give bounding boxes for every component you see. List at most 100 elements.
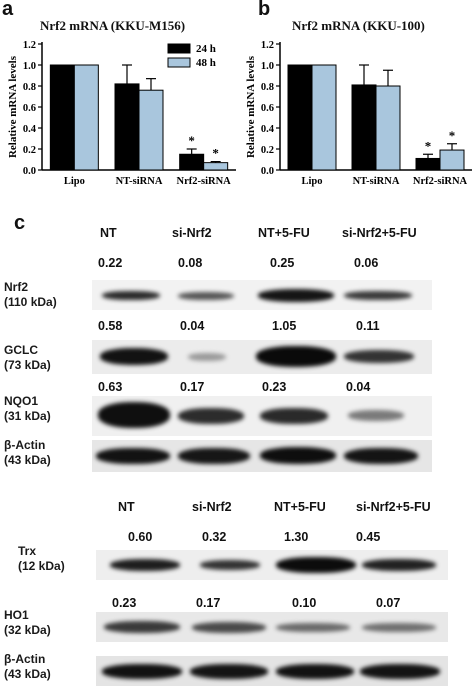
y-tick-label: 0.6 xyxy=(261,103,274,114)
legend-swatch xyxy=(167,43,191,54)
nrf2-value-si-nrf2: 0.08 xyxy=(178,256,203,270)
nqo1-band-si-nrf2-5fu xyxy=(348,410,404,421)
trx-band-si-nrf2-5fu xyxy=(362,559,436,571)
protein-kda: (32 kDa) xyxy=(4,623,51,637)
ho1-value-si-nrf2: 0.17 xyxy=(196,596,221,610)
bar-chart-a: Relative mRNA levels 0.0 0.2 0.4 0.6 0.8 1.0 1.… xyxy=(7,40,236,187)
y-tick-label: 1.2 xyxy=(261,40,274,51)
trx-value-si-nrf2-5fu: 0.45 xyxy=(356,530,381,544)
nqo1-value-si-nrf2-5fu: 0.04 xyxy=(346,380,371,394)
y-tick-label: 1.0 xyxy=(23,61,36,72)
beta-actin-label-1: β-Actin (43 kDa) xyxy=(4,438,51,468)
legend-label: 48 h xyxy=(196,57,216,69)
beta-actin-blot-strip-2 xyxy=(96,656,448,686)
nqo1-value-si-nrf2: 0.17 xyxy=(180,380,205,394)
y-tick-label: 0.4 xyxy=(261,124,275,135)
bar-lipo-24h xyxy=(49,64,75,171)
bar-nt-sirna-24h xyxy=(351,84,377,171)
blot1-lane-header-4: si-Nrf2+5-FU xyxy=(342,226,417,240)
y-tick-label: 0.2 xyxy=(261,145,274,156)
nqo1-value-nt: 0.63 xyxy=(98,380,123,394)
significance-mark: * xyxy=(212,146,219,161)
trx-band-nt xyxy=(110,559,180,571)
trx-value-nt: 0.60 xyxy=(128,530,153,544)
nqo1-band-si-nrf2 xyxy=(178,408,244,424)
protein-kda: (43 kDa) xyxy=(4,667,51,681)
ho1-band-si-nrf2-5fu xyxy=(362,623,436,632)
protein-name: HO1 xyxy=(4,608,29,622)
beta-actin-band-si-nrf2-5fu xyxy=(344,448,418,464)
trx-blot-strip xyxy=(96,550,448,580)
gclc-band-nt-5fu xyxy=(256,346,336,367)
legend-label: 24 h xyxy=(196,43,216,55)
nqo1-value-nt-5fu: 0.23 xyxy=(262,380,287,394)
y-tick-label: 1.2 xyxy=(23,40,36,51)
y-tick-label: 1.0 xyxy=(261,61,274,72)
nrf2-value-nt: 0.22 xyxy=(98,256,123,270)
x-tick-label: Nrf2-siRNA xyxy=(177,176,232,187)
beta-actin-blot-strip-1 xyxy=(92,440,432,472)
beta-actin2-band-si-nrf2-5fu xyxy=(360,664,440,679)
blot2-lane-header-3: NT+5-FU xyxy=(274,500,326,514)
gclc-value-si-nrf2: 0.04 xyxy=(180,319,205,333)
nrf2-band-si-nrf2-5fu xyxy=(344,291,412,300)
ho1-band-nt xyxy=(104,621,180,633)
ho1-band-nt-5fu xyxy=(276,623,350,632)
y-tick-label: 0.6 xyxy=(23,103,36,114)
beta-actin2-band-nt-5fu xyxy=(276,664,354,679)
significance-mark: * xyxy=(449,128,456,143)
beta-actin-label-2: β-Actin (43 kDa) xyxy=(4,652,51,682)
bar-nt-sirna-24h xyxy=(114,83,140,171)
gclc-value-nt-5fu: 1.05 xyxy=(272,319,297,333)
panel-letter-c: c xyxy=(14,212,26,234)
protein-name: β-Actin xyxy=(4,652,46,666)
bar-nt-sirna-48h xyxy=(375,85,401,171)
protein-kda: (43 kDa) xyxy=(4,453,51,467)
y-tick-label: 0.8 xyxy=(261,82,274,93)
nqo1-band-nt xyxy=(98,402,170,428)
ho1-value-nt-5fu: 0.10 xyxy=(292,596,317,610)
protein-kda: (31 kDa) xyxy=(4,409,51,423)
nqo1-blot-strip xyxy=(92,396,432,436)
chart-title-b: Nrf2 mRNA (KKU-100) xyxy=(292,18,425,33)
protein-name: Nrf2 xyxy=(4,280,29,294)
gclc-blot-strip xyxy=(92,340,432,374)
bar-chart-b: Relative mRNA levels 0.0 0.2 0.4 0.6 0.8 1.0 1.… xyxy=(245,40,472,187)
nrf2-label: Nrf2 (110 kDa) xyxy=(4,280,57,310)
panel-letter-a: a xyxy=(2,0,14,20)
ho1-blot-strip xyxy=(96,612,448,642)
x-tick-label: Lipo xyxy=(301,176,322,187)
significance-mark: * xyxy=(425,138,432,153)
protein-name: β-Actin xyxy=(4,438,46,452)
y-tick-label: 0.2 xyxy=(23,145,36,156)
trx-band-si-nrf2 xyxy=(200,560,260,570)
beta-actin2-band-si-nrf2 xyxy=(190,664,268,679)
y-tick-label: 0.8 xyxy=(23,82,36,93)
trx-band-nt-5fu xyxy=(276,557,356,573)
gclc-value-nt: 0.58 xyxy=(98,319,123,333)
panel-letter-b: b xyxy=(258,0,271,20)
bar-nrf2-sirna-48h xyxy=(439,149,465,171)
beta-actin-band-si-nrf2 xyxy=(178,448,250,464)
beta-actin-band-nt-5fu xyxy=(260,447,336,464)
bar-lipo-24h xyxy=(287,64,313,171)
ho1-band-si-nrf2 xyxy=(192,622,266,633)
nrf2-value-nt-5fu: 0.25 xyxy=(270,256,295,270)
blot2-lane-header-2: si-Nrf2 xyxy=(192,500,232,514)
ho1-value-si-nrf2-5fu: 0.07 xyxy=(376,596,401,610)
bar-nt-sirna-48h xyxy=(138,89,164,171)
protein-kda: (73 kDa) xyxy=(4,358,51,372)
gclc-value-si-nrf2-5fu: 0.11 xyxy=(356,319,380,333)
trx-value-si-nrf2: 0.32 xyxy=(202,530,227,544)
beta-actin-band-nt xyxy=(96,448,170,464)
bar-nrf2-sirna-24h xyxy=(179,153,205,171)
y-tick-label: 0.0 xyxy=(23,166,36,177)
blot2-lane-header-4: si-Nrf2+5-FU xyxy=(356,500,431,514)
trx-value-nt-5fu: 1.30 xyxy=(284,530,309,544)
ho1-label: HO1 (32 kDa) xyxy=(4,608,51,638)
nqo1-band-nt-5fu xyxy=(260,408,328,424)
legend-swatch xyxy=(167,57,191,68)
y-tick-label: 0.4 xyxy=(23,124,37,135)
y-axis-label: Relative mRNA levels xyxy=(7,55,19,158)
protein-kda: (110 kDa) xyxy=(4,295,57,309)
